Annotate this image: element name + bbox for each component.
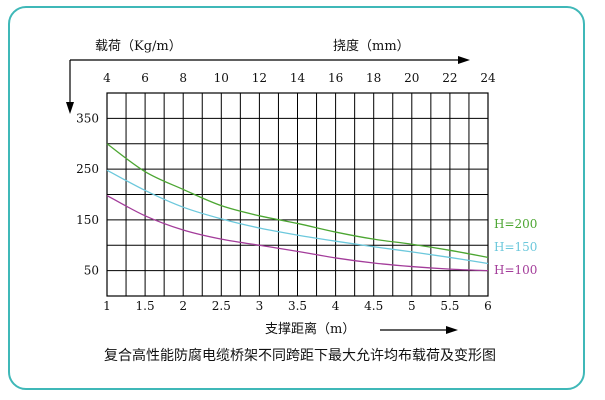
chart-caption: 复合高性能防腐电缆桥架不同跨距下最大允许均布载荷及变形图 — [104, 347, 496, 364]
top-tick-label: 14 — [290, 71, 306, 85]
legend-item: H=100 — [494, 263, 537, 277]
plot-border — [106, 92, 489, 297]
x-tick-label: 6 — [484, 299, 492, 313]
x-tick-label: 1 — [103, 299, 111, 313]
top-tick-label: 16 — [328, 71, 343, 85]
y-tick-label: 250 — [76, 162, 99, 176]
x-tick-label: 2.5 — [212, 299, 231, 313]
top-tick-label: 22 — [442, 71, 457, 85]
x-tick-label: 3.5 — [288, 299, 307, 313]
span-axis-label: 支撑距离（m） — [265, 321, 355, 337]
top-tick-label: 24 — [480, 71, 496, 85]
y-tick-label: 50 — [84, 264, 99, 278]
series-line-h-100 — [106, 194, 489, 272]
x-tick-label: 5 — [408, 299, 416, 313]
x-tick-label: 1.5 — [136, 299, 155, 313]
series-lines — [106, 143, 489, 272]
x-tick-label: 3 — [256, 299, 264, 313]
load-axis-title: 载荷（Kg/m） — [95, 39, 182, 54]
y-tick-label: 350 — [76, 111, 99, 125]
deflection-arrow — [70, 56, 470, 64]
x-tick-label: 5.5 — [440, 299, 459, 313]
top-tick-labels: 4 6 8 10 12 14 16 18 20 22 24 — [103, 71, 496, 85]
series-line-h-150 — [106, 169, 489, 265]
span-arrow — [380, 326, 458, 334]
x-tick-label: 4.5 — [364, 299, 383, 313]
legend-item: H=200 — [494, 217, 537, 231]
top-tick-label: 12 — [252, 71, 267, 85]
top-tick-label: 18 — [366, 71, 381, 85]
deflection-axis-label: 挠度（mm） — [333, 38, 410, 54]
series-line-h-200 — [106, 143, 489, 259]
x-tick-labels: 1 1.5 2 2.5 3 3.5 4 4.5 5 5.5 6 — [103, 299, 492, 313]
top-tick-label: 8 — [179, 71, 187, 85]
load-arrow — [66, 60, 74, 114]
chart-frame — [8, 6, 585, 390]
grid — [107, 93, 488, 296]
x-tick-label: 4 — [332, 299, 340, 313]
y-tick-label: 150 — [76, 213, 99, 227]
y-tick-labels: 50 150 250 350 — [76, 111, 99, 277]
legend-item: H=150 — [494, 240, 537, 254]
top-tick-label: 4 — [103, 71, 111, 85]
top-tick-label: 10 — [214, 71, 229, 85]
top-tick-label: 6 — [141, 71, 149, 85]
x-tick-label: 2 — [179, 299, 187, 313]
legend: H=200 H=150 H=100 — [494, 217, 537, 277]
top-tick-label: 20 — [404, 71, 419, 85]
